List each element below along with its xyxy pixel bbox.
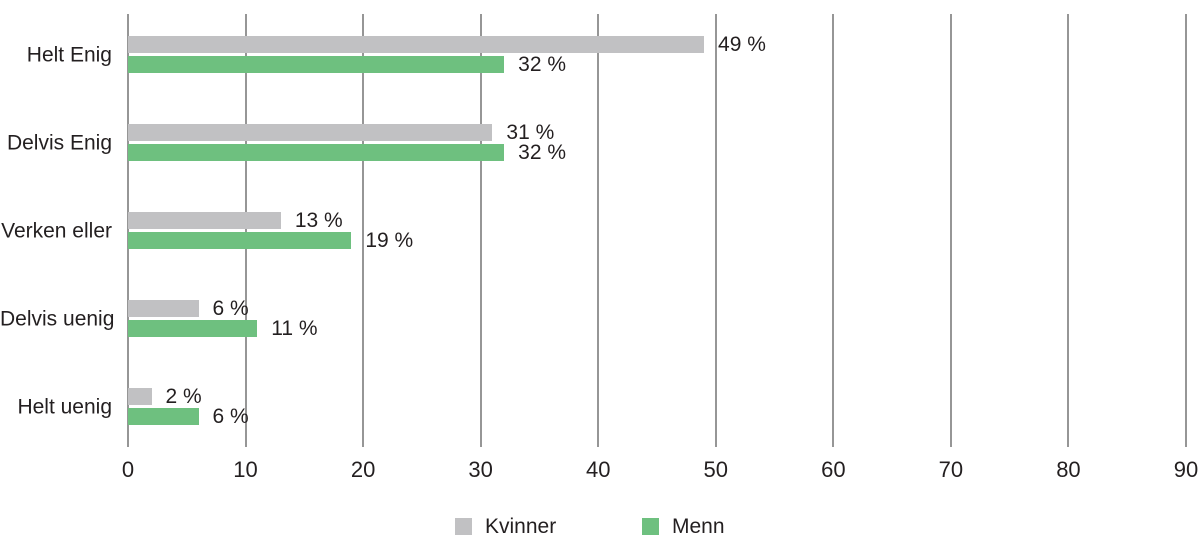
value-label: 49 % — [718, 33, 766, 56]
value-label: 32 % — [518, 141, 567, 164]
bar-kvinner — [128, 124, 493, 141]
x-tick-label: 50 — [703, 457, 728, 482]
value-label: 32 % — [518, 53, 567, 76]
value-label: 13 % — [294, 209, 343, 232]
gridline — [714, 14, 717, 447]
x-tick-label: 30 — [468, 457, 493, 482]
legend-label-menn: Menn — [672, 515, 725, 538]
bar-menn — [128, 408, 199, 425]
x-tick-label: 80 — [1056, 457, 1081, 482]
category-label: Helt Enig — [26, 43, 112, 66]
x-tick-label: 90 — [1173, 457, 1199, 482]
category-label: Delvis Enig — [6, 131, 112, 154]
legend-label-kvinner: Kvinner — [485, 515, 557, 538]
x-tick-label: 40 — [585, 457, 611, 482]
menn-swatch-icon — [642, 518, 659, 535]
gridline — [597, 14, 600, 447]
bar-menn — [128, 56, 505, 73]
gridline — [362, 14, 365, 447]
x-tick-label: 60 — [821, 457, 846, 482]
gridline — [127, 14, 129, 447]
x-tick-label: 0 — [121, 457, 135, 482]
bar-kvinner — [128, 212, 281, 229]
bar-kvinner — [128, 300, 199, 317]
bar-kvinner — [128, 388, 152, 405]
gridline — [1067, 14, 1070, 447]
legend: Kvinner Menn — [0, 516, 1200, 540]
value-label: 19 % — [365, 229, 414, 252]
bar-menn — [128, 320, 258, 337]
gridline — [1185, 14, 1187, 447]
value-label: 6 % — [212, 405, 249, 428]
gridline — [949, 14, 952, 447]
gridline — [244, 14, 247, 447]
bar-menn — [128, 144, 505, 161]
legend-item-menn: Menn — [642, 516, 725, 537]
kvinner-swatch-icon — [455, 518, 472, 535]
x-tick-label: 20 — [350, 457, 376, 482]
legend-item-kvinner: Kvinner — [455, 516, 556, 537]
value-label: 11 % — [271, 317, 318, 340]
x-tick-label: 10 — [233, 457, 258, 482]
category-label: Verken eller — [1, 219, 112, 242]
bar-menn — [128, 232, 352, 249]
category-label: Delvis uenig — [0, 307, 115, 330]
gridline — [479, 14, 482, 447]
gridline — [832, 14, 835, 447]
bar-kvinner — [128, 36, 705, 53]
category-label: Helt uenig — [17, 395, 112, 418]
x-tick-label: 70 — [938, 457, 964, 482]
value-label: 31 % — [506, 121, 555, 144]
value-label: 6 % — [212, 297, 249, 320]
value-label: 2 % — [165, 385, 202, 408]
